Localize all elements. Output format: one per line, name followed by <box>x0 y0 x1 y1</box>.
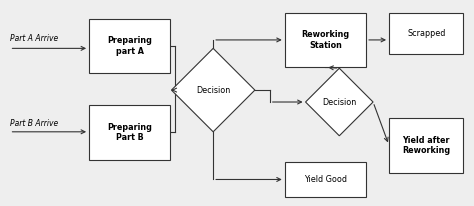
Text: Yield after
Reworking: Yield after Reworking <box>402 136 450 155</box>
Text: Scrapped: Scrapped <box>407 29 446 38</box>
Text: Part A Arrive: Part A Arrive <box>9 34 58 43</box>
FancyBboxPatch shape <box>89 105 171 160</box>
Text: Reworking
Station: Reworking Station <box>301 30 349 50</box>
FancyBboxPatch shape <box>89 19 171 73</box>
Text: Decision: Decision <box>196 85 230 95</box>
FancyBboxPatch shape <box>389 118 464 173</box>
Text: Preparing
Part B: Preparing Part B <box>107 123 152 142</box>
Text: Decision: Decision <box>322 97 356 107</box>
Text: Yield Good: Yield Good <box>304 175 347 184</box>
Polygon shape <box>306 68 373 136</box>
FancyBboxPatch shape <box>285 13 366 67</box>
Text: Preparing
part A: Preparing part A <box>107 36 152 56</box>
FancyBboxPatch shape <box>285 162 366 197</box>
Text: Part B Arrive: Part B Arrive <box>9 119 58 128</box>
FancyBboxPatch shape <box>389 13 464 54</box>
Polygon shape <box>172 48 255 132</box>
